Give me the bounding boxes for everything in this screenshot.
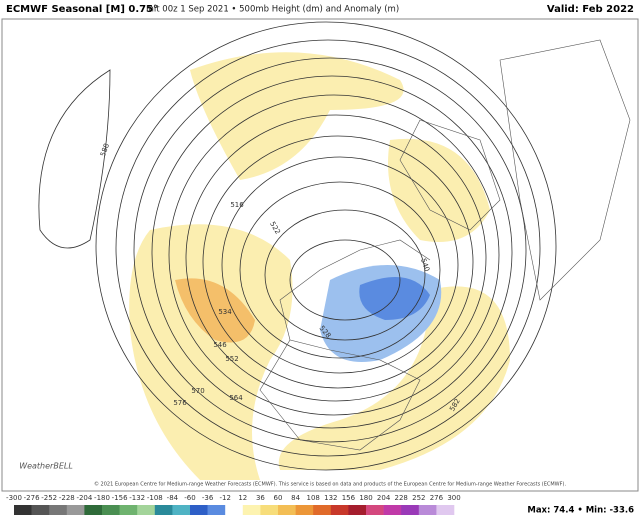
colorbar-tick-label: -276	[24, 494, 40, 502]
subtitle: Init 00z 1 Sep 2021 • 500mb Height (dm) …	[146, 5, 399, 15]
credit: © 2021 European Centre for Medium-range …	[94, 481, 567, 488]
colorbar-segment	[119, 505, 138, 515]
colorbar-segment	[49, 505, 68, 515]
colorbar-segment	[330, 505, 349, 515]
colorbar-segment	[137, 505, 156, 515]
logo: WeatherBELL	[19, 462, 73, 471]
colorbar-segment	[225, 505, 244, 515]
colorbar: -300 -276 -252 -228 -204 -180 -156 -132 -108 -84-…	[6, 494, 461, 515]
colorbar-tick-label: -132	[129, 494, 145, 502]
colorbar-segment	[383, 505, 402, 515]
colorbar-tick-label: 132	[324, 494, 337, 502]
colorbar-segment	[260, 505, 279, 515]
colorbar-tick-label: -108	[147, 494, 163, 502]
title: ECMWF Seasonal [M] 0.75°	[6, 4, 158, 15]
contour-label: 534	[218, 308, 232, 316]
colorbar-segment	[348, 505, 367, 515]
contour-label: 516	[230, 201, 244, 209]
colorbar-tick-label: -36	[202, 494, 214, 502]
colorbar-tick-label: -204	[76, 494, 92, 502]
colorbar-tick-label: 156	[342, 494, 356, 502]
colorbar-tick-label: -84	[167, 494, 179, 502]
coastlines	[259, 39, 631, 451]
anomaly-negative-strong	[359, 277, 430, 320]
contour-label: 546	[213, 341, 227, 349]
colorbar-segment	[84, 505, 103, 515]
contours	[38, 21, 557, 471]
colorbar-tick-label: 36	[256, 494, 265, 502]
colorbar-tick-label: 180	[359, 494, 372, 502]
valid-date: Valid: Feb 2022	[547, 4, 634, 15]
anomaly-positive	[190, 52, 404, 180]
colorbar-segment	[242, 505, 261, 515]
colorbar-tick-label: -180	[94, 494, 110, 502]
stats: Max: 74.4 • Min: -33.6	[527, 506, 634, 516]
colorbar-segment	[366, 505, 384, 515]
contour-label: 576	[173, 399, 187, 407]
colorbar-tick-label: 228	[395, 494, 408, 502]
colorbar-segment	[401, 505, 420, 515]
colorbar-tick-label: -12	[219, 494, 230, 502]
contour-label: 570	[191, 387, 204, 395]
colorbar-tick-label: 252	[412, 494, 425, 502]
colorbar-tick-label: 84	[291, 494, 300, 502]
colorbar-segment	[66, 505, 85, 515]
contour-label: 564	[229, 394, 243, 402]
colorbar-segment	[418, 505, 437, 515]
colorbar-segment	[207, 505, 226, 515]
colorbar-segment	[190, 505, 208, 515]
anomaly-positive	[388, 138, 490, 242]
colorbar-tick-label: 12	[238, 494, 247, 502]
colorbar-tick-label: 300	[447, 494, 460, 502]
anomaly-positive	[129, 224, 293, 480]
colorbar-segment	[295, 505, 314, 515]
colorbar-tick-label: 108	[307, 494, 320, 502]
anomaly-strong	[175, 278, 255, 343]
colorbar-tick-label: -252	[41, 494, 57, 502]
colorbar-segment	[436, 505, 455, 515]
colorbar-tick-label: -300	[6, 494, 22, 502]
colorbar-segment	[102, 505, 120, 515]
colorbar-tick-label: 276	[430, 494, 444, 502]
colorbar-segment	[278, 505, 296, 515]
colorbar-tick-label: 60	[274, 494, 283, 502]
colorbar-tick-label: 204	[377, 494, 391, 502]
colorbar-segment	[313, 505, 332, 515]
contour-label: 552	[225, 355, 238, 363]
colorbar-segment	[172, 505, 191, 515]
colorbar-tick-label: -60	[184, 494, 195, 502]
colorbar-tick-label: -156	[112, 494, 128, 502]
anomaly-positive	[278, 286, 510, 470]
colorbar-segment	[154, 505, 173, 515]
colorbar-tick-label: -228	[59, 494, 75, 502]
colorbar-segment	[14, 505, 32, 515]
colorbar-segment	[31, 505, 50, 515]
